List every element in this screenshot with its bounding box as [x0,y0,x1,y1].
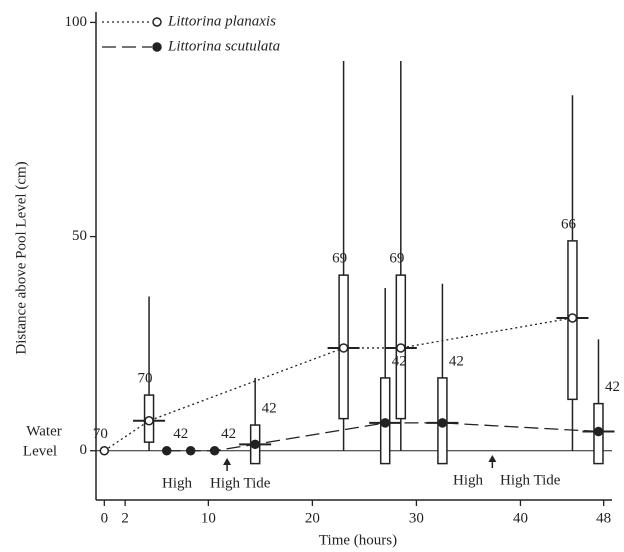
x-tick-label: 0 [101,510,109,526]
x-tick-label: 40 [513,510,528,526]
sample-size: 70 [138,370,153,386]
point [185,445,196,456]
legend-label: Littorina scutulata [167,38,280,54]
annotation: High Tide [500,472,561,488]
point [338,343,349,353]
sample-size: 70 [93,426,108,442]
water-label: Level [23,443,57,459]
y-tick-label: 100 [65,14,88,30]
y-tick-label: 50 [72,228,87,244]
legend-marker [152,42,162,52]
y-tick-label: 0 [80,442,88,458]
point [144,416,154,426]
legend-marker [152,17,162,27]
tide-arrow-head [223,458,232,465]
point [161,445,172,456]
point [567,313,578,323]
point [437,418,448,428]
y-axis-label: Distance above Pool Level (cm) [13,161,29,354]
sample-size: 42 [605,379,620,395]
sample-size: 42 [221,426,236,442]
legend-label: Littorina planaxis [167,13,276,29]
point [250,439,260,450]
x-tick-label: 30 [409,510,424,526]
x-tick-label: 20 [305,510,320,526]
point [396,343,406,353]
annotation: High [453,472,484,488]
sample-size: 42 [449,353,464,369]
point [593,426,604,437]
x-tick-label: 48 [596,510,611,526]
water-label: Water [26,423,61,439]
sample-size: 69 [389,251,404,267]
x-tick-label: 2 [121,510,129,526]
annotation: High [162,475,193,491]
sample-size: 42 [173,426,188,442]
point [209,445,220,456]
tide-arrow-head [488,455,497,462]
annotation: High Tide [210,475,271,491]
x-tick-label: 10 [201,510,216,526]
point [380,418,390,428]
sample-size: 42 [262,400,277,416]
sample-size: 66 [561,216,577,232]
point [99,445,110,456]
sample-size: 69 [332,251,347,267]
sample-size: 42 [392,353,407,369]
x-axis-label: Time (hours) [319,532,397,548]
